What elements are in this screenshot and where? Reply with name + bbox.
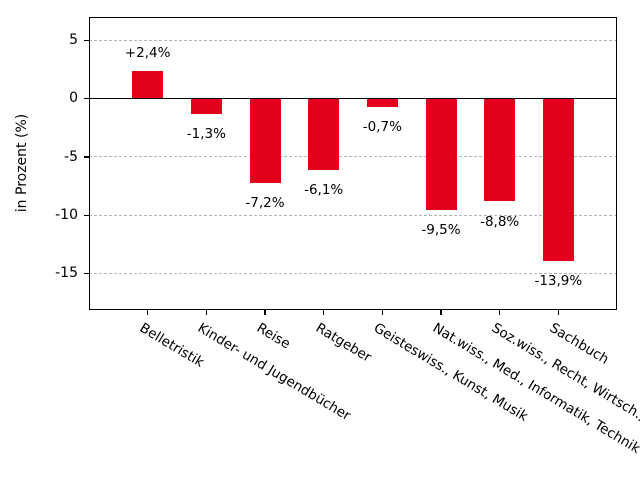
- value-label: -7,2%: [245, 195, 285, 212]
- x-tick: [499, 310, 501, 315]
- x-tick-label: Ratgeber: [312, 320, 374, 366]
- y-tick-label: 0: [69, 90, 78, 107]
- x-tick: [440, 310, 442, 315]
- bar: [132, 70, 164, 99]
- value-label: -0,7%: [362, 119, 402, 136]
- y-tick: [84, 273, 89, 275]
- y-tick-label: -10: [55, 206, 78, 223]
- y-tick-label: 5: [69, 31, 78, 48]
- gridline: [89, 156, 617, 158]
- x-tick: [557, 310, 559, 315]
- x-tick-label: Reise: [253, 320, 294, 353]
- value-label: -8,8%: [480, 213, 520, 230]
- y-tick-label: -5: [64, 148, 78, 165]
- bar: [308, 98, 340, 170]
- value-label: -6,1%: [304, 182, 344, 199]
- y-tick: [84, 156, 89, 158]
- value-label: +2,4%: [124, 44, 171, 61]
- x-tick: [147, 310, 149, 315]
- value-label: -9,5%: [421, 222, 461, 239]
- y-tick-label: -15: [55, 265, 78, 282]
- gridline: [89, 39, 617, 41]
- y-tick: [84, 98, 89, 100]
- y-tick: [84, 39, 89, 41]
- bar: [484, 98, 516, 202]
- bar: [249, 98, 281, 183]
- x-tick: [323, 310, 325, 315]
- value-label: -13,9%: [534, 273, 583, 290]
- bar: [190, 98, 222, 114]
- value-label: -1,3%: [186, 126, 226, 143]
- bar: [366, 98, 398, 107]
- plot-area: [89, 17, 617, 310]
- gridline: [89, 214, 617, 216]
- zero-axis-line: [89, 98, 617, 100]
- x-tick-label: Belletristik: [136, 320, 207, 371]
- bar: [425, 98, 457, 210]
- y-tick: [84, 214, 89, 217]
- bar: [542, 98, 574, 261]
- gridline: [89, 273, 617, 275]
- x-tick: [381, 310, 383, 315]
- y-axis-label: in Prozent (%): [14, 113, 30, 213]
- x-tick: [205, 310, 207, 315]
- x-tick: [264, 310, 266, 315]
